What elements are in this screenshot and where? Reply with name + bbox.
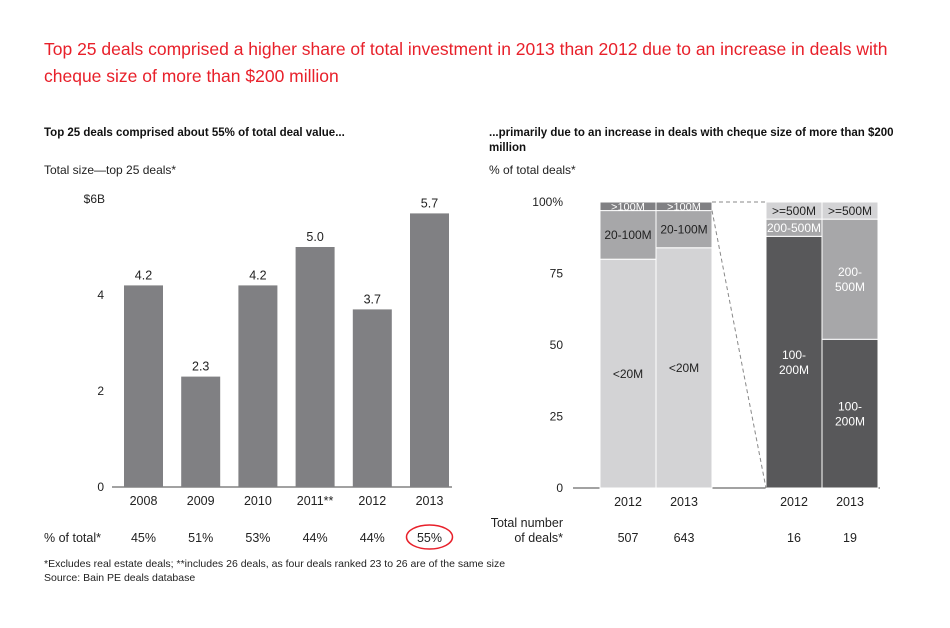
- total-deals-value: 16: [787, 531, 801, 545]
- bar-2011: [295, 247, 335, 487]
- x-tick-label: 2013: [416, 494, 444, 508]
- right-stacked-chart: 0 25 50 75 100% <20M 20-100M >100M 2012 507 <20M 20…: [491, 195, 880, 545]
- bar-value-label: 4.2: [249, 268, 266, 282]
- segment-100-200m: [821, 338, 879, 489]
- bar-value-label: 5.0: [306, 230, 323, 244]
- pct-of-total-value: 44%: [360, 531, 385, 545]
- left-y-tick-label: 4: [97, 288, 104, 302]
- pct-of-total-value: 55%: [417, 531, 442, 545]
- pct-of-total-value: 51%: [188, 531, 213, 545]
- x-tick-label: 2013: [836, 495, 864, 509]
- right-y-tick-label: 25: [550, 410, 564, 424]
- total-deals-row-label: Total number: [491, 516, 563, 530]
- right-chart-title: ...primarily due to an increase in deals…: [489, 127, 894, 154]
- left-chart-title: Top 25 deals comprised about 55% of tota…: [44, 127, 345, 139]
- bar-value-label: 4.2: [135, 268, 152, 282]
- connector-dashed-line-bottom: [711, 210, 767, 489]
- left-bar-chart: 0 2 4 $6B 4.2 2008 45% 2.3 2009 51% 4.2 2010 53% 5.0 2…: [44, 192, 454, 550]
- bar-value-label: 5.7: [421, 196, 438, 210]
- pct-of-total-value: 44%: [303, 531, 328, 545]
- segment-label: <20M: [613, 367, 643, 381]
- pct-of-total-value: 53%: [245, 531, 270, 545]
- page-title: Top 25 deals comprised a higher share of…: [44, 39, 888, 86]
- x-tick-label: 2013: [670, 495, 698, 509]
- footnote-excludes: *Excludes real estate deals; **includes …: [44, 558, 506, 570]
- right-y-tick-label: 75: [550, 267, 564, 281]
- pct-of-total-value: 45%: [131, 531, 156, 545]
- segment-label: >100M: [667, 201, 701, 213]
- bar-2010: [238, 285, 278, 487]
- total-deals-value: 643: [674, 531, 695, 545]
- bar-2008: [124, 285, 163, 487]
- segment-label: >=500M: [828, 204, 872, 218]
- segment-label: 200M: [779, 363, 809, 377]
- footnote-source: Source: Bain PE deals database: [44, 572, 196, 584]
- segment--20m: [599, 258, 657, 489]
- total-deals-row-label: of deals*: [514, 531, 563, 545]
- segment-label: 100-: [838, 399, 862, 413]
- segment--500m: [821, 201, 879, 220]
- segment--20m: [655, 247, 713, 489]
- x-tick-label: 2008: [130, 494, 158, 508]
- segment-label: 100-: [782, 348, 806, 362]
- bar-2012: [352, 309, 392, 487]
- bar-2009: [181, 376, 221, 487]
- total-deals-value: 507: [618, 531, 639, 545]
- x-tick-label: 2012: [358, 494, 386, 508]
- bar-value-label: 2.3: [192, 360, 209, 374]
- x-tick-label: 2012: [780, 495, 808, 509]
- right-y-tick-label: 0: [556, 481, 563, 495]
- segment-200-500m: [821, 218, 879, 340]
- segment-label: 200-500M: [767, 221, 821, 235]
- segment-label: 200-: [838, 265, 862, 279]
- left-y-tick-label: 2: [97, 384, 104, 398]
- pct-of-total-row-label: % of total*: [44, 531, 101, 545]
- segment--100m: [655, 201, 713, 212]
- x-tick-label: 2011**: [297, 494, 334, 508]
- right-y-axis-title: % of total deals*: [489, 163, 576, 177]
- left-y-axis-title: Total size—top 25 deals*: [44, 163, 177, 177]
- x-tick-label: 2012: [614, 495, 642, 509]
- segment-label: >=500M: [772, 204, 816, 218]
- total-deals-value: 19: [843, 531, 857, 545]
- segment-100-200m: [765, 235, 823, 489]
- left-y-tick-label: $6B: [84, 192, 105, 206]
- x-tick-label: 2010: [244, 494, 272, 508]
- segment-label: >100M: [611, 201, 645, 213]
- segment-label: <20M: [669, 361, 699, 375]
- segment-label: 500M: [835, 280, 865, 294]
- x-tick-label: 2009: [187, 494, 215, 508]
- right-y-tick-label: 100%: [532, 195, 563, 209]
- right-y-tick-label: 50: [550, 338, 564, 352]
- left-y-tick-label: 0: [97, 480, 104, 494]
- highlight-circle: [405, 524, 454, 550]
- segment-label: 20-100M: [660, 222, 707, 236]
- bar-2013: [410, 213, 449, 487]
- segment-label: 200M: [835, 414, 865, 428]
- bar-value-label: 3.7: [364, 292, 381, 306]
- segment-label: 20-100M: [604, 228, 651, 242]
